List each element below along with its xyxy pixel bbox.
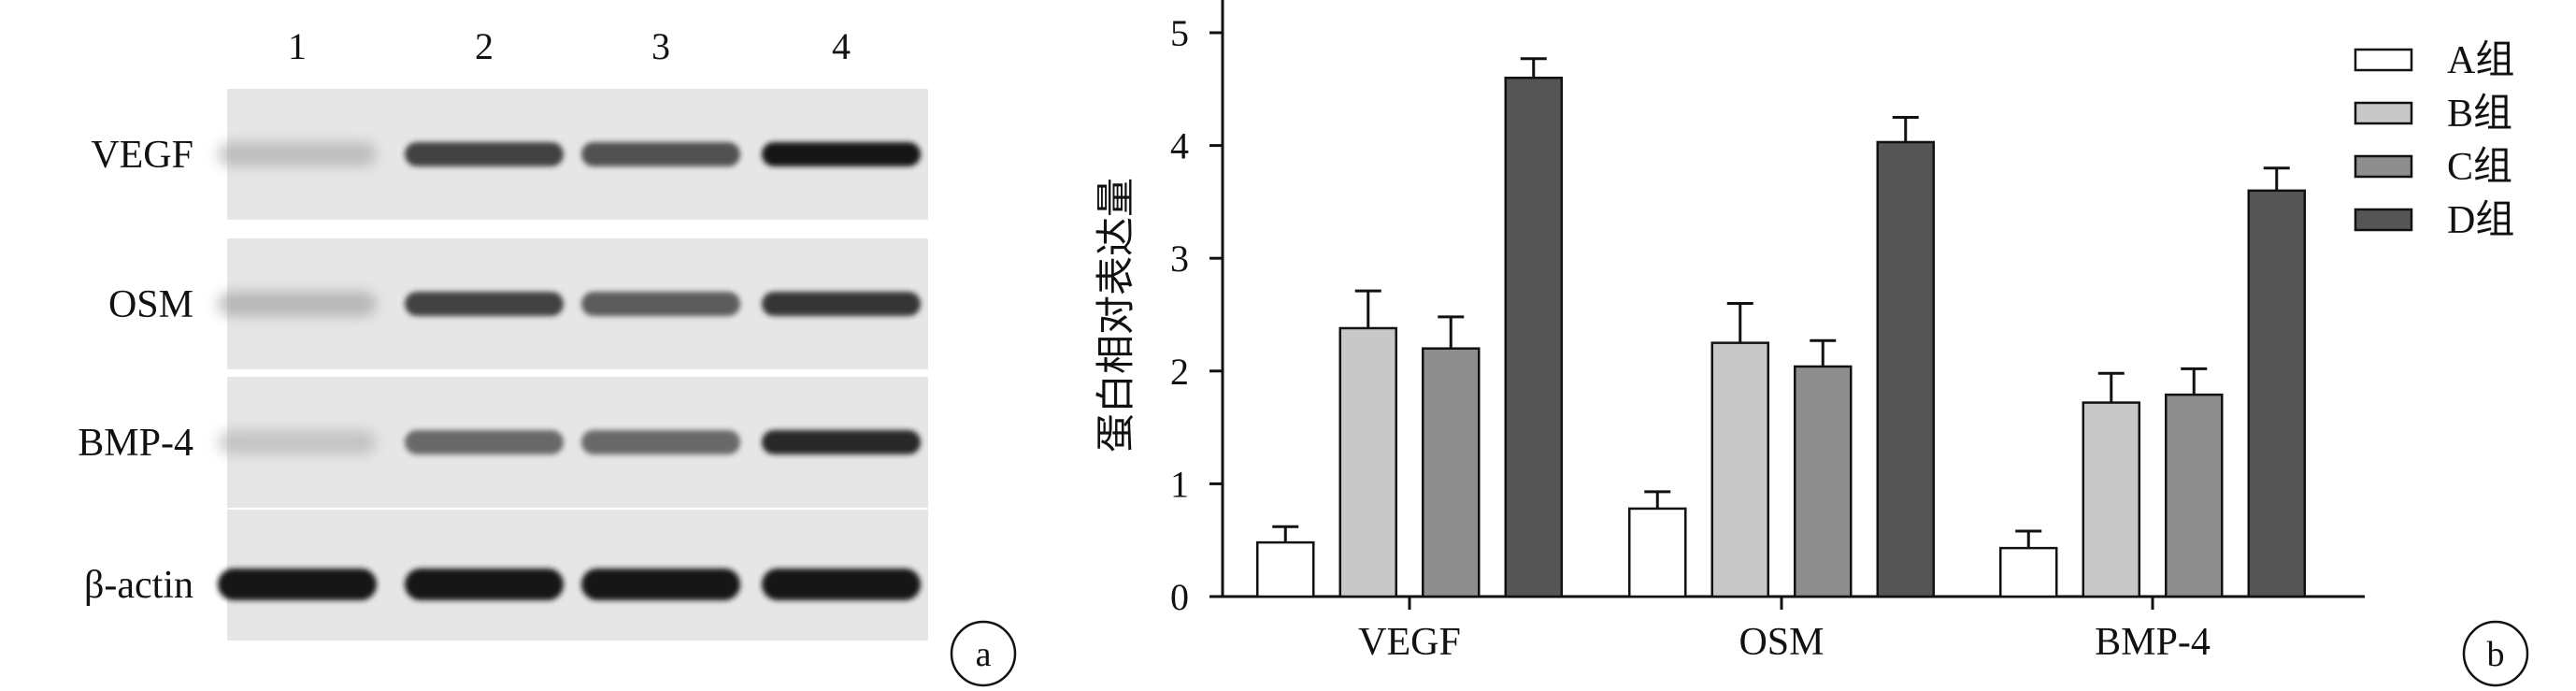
y-tick-label: 5: [1170, 12, 1189, 54]
x-tick-label: VEGF: [1358, 621, 1461, 664]
bar: [2082, 401, 2140, 598]
protein-band: [405, 292, 564, 316]
x-tick-label: OSM: [1739, 621, 1824, 664]
lane-label: 4: [832, 25, 851, 67]
legend-label: A组: [2447, 39, 2514, 82]
legend-swatch: [2354, 101, 2413, 125]
blot-rows: VEGF OSM BMP-4 β-actin: [78, 89, 928, 641]
y-tick-label: 3: [1170, 238, 1189, 280]
protein-band: [405, 430, 564, 454]
western-blot-panel: 1 2 3 4 VEGF OSM BMP-4 β-actin a: [78, 25, 1017, 687]
panel-b-label: b: [2487, 635, 2505, 674]
bar: [1338, 326, 1397, 598]
y-tick-label: 1: [1170, 463, 1189, 505]
lane-label: 1: [288, 25, 307, 67]
legend-swatch: [2354, 154, 2413, 179]
bar: [1876, 140, 1935, 598]
protein-band: [581, 569, 740, 600]
chart-bars: [1256, 57, 2306, 598]
chart-legend: A组 B组 C组 D组: [2354, 39, 2514, 242]
protein-band: [218, 430, 377, 454]
protein-band: [581, 292, 740, 316]
lane-label: 3: [651, 25, 670, 67]
protein-band: [762, 292, 921, 316]
bar: [2247, 189, 2306, 598]
bar: [1710, 341, 1769, 598]
y-tick-label: 2: [1170, 351, 1189, 393]
blot-row: OSM: [108, 238, 928, 369]
bar: [1794, 365, 1853, 598]
bar: [1256, 540, 1315, 598]
protein-band: [762, 430, 921, 454]
protein-label: BMP-4: [78, 422, 193, 465]
y-axis-title: 蛋白相对表达量: [1095, 178, 1138, 453]
bar: [1504, 76, 1563, 598]
panel-a-label: a: [976, 635, 992, 674]
protein-band: [762, 569, 921, 600]
panel-a-circle: [950, 620, 1017, 687]
protein-band: [218, 142, 377, 166]
lane-label: 2: [475, 25, 494, 67]
protein-band: [581, 142, 740, 166]
protein-band: [762, 142, 921, 166]
protein-band: [581, 430, 740, 454]
y-tick-label: 0: [1170, 576, 1189, 618]
bar: [1999, 546, 2058, 598]
protein-band: [218, 569, 377, 600]
panel-b-circle: [2462, 620, 2529, 687]
blot-row: VEGF: [91, 89, 928, 220]
y-tick-label: 4: [1170, 125, 1189, 167]
bar: [1422, 347, 1481, 598]
blot-row: β-actin: [84, 510, 928, 641]
protein-band: [405, 569, 564, 600]
legend-swatch: [2354, 48, 2413, 72]
legend-label: B组: [2447, 93, 2512, 136]
blot-row: BMP-4: [78, 377, 928, 508]
legend-swatch: [2354, 208, 2413, 232]
x-tick-label: BMP-4: [2095, 621, 2211, 664]
chart-axes: 0 1 2 3 4 5 VEGF OSM BMP-4: [1170, 0, 2365, 664]
lane-labels: 1 2 3 4: [288, 25, 851, 67]
bar-chart-panel: 0 1 2 3 4 5 VEGF OSM BMP-4 A组 B组 C组 D组 蛋白相对表达量 b: [1095, 0, 2529, 687]
protein-band: [405, 142, 564, 166]
legend-label: D组: [2447, 199, 2514, 242]
legend-label: C组: [2447, 146, 2512, 189]
bar: [1628, 507, 1687, 598]
bar: [2165, 393, 2224, 598]
protein-band: [218, 292, 377, 316]
protein-label: β-actin: [84, 564, 193, 607]
protein-label: OSM: [108, 283, 193, 326]
protein-label: VEGF: [91, 134, 193, 177]
